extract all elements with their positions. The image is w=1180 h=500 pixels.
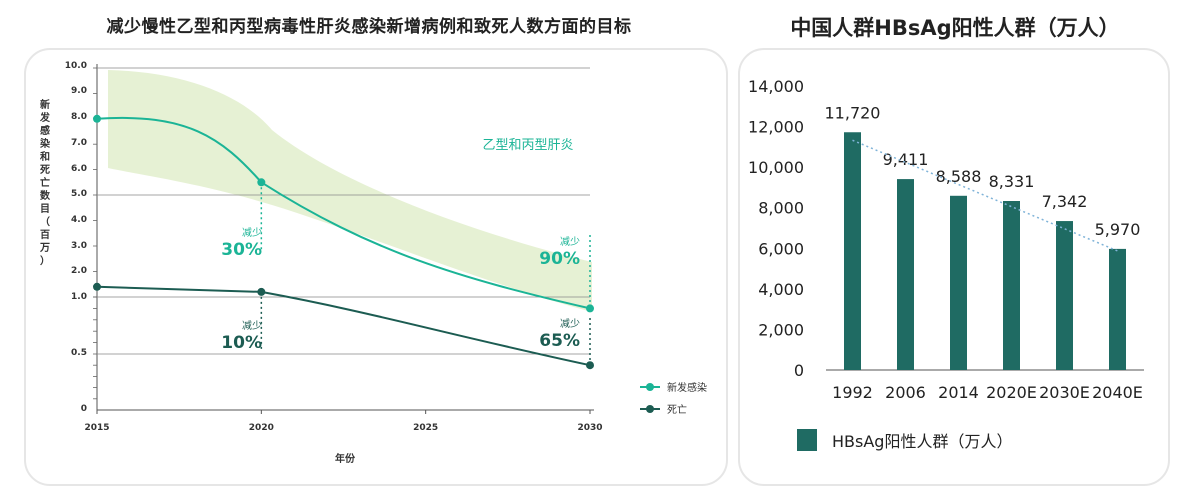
legend-marker xyxy=(646,383,654,391)
right-chart-title: 中国人群HBsAg阳性人群（万人） xyxy=(790,16,1120,40)
bar-value-label: 8,588 xyxy=(936,167,982,186)
legend-label: HBsAg阳性人群（万人） xyxy=(832,432,1012,451)
left-x-axis-label: 年份 xyxy=(335,452,356,465)
legend-label: 新发感染 xyxy=(667,381,707,394)
bar xyxy=(897,179,914,370)
left-y-tick-label: 4.0 xyxy=(71,215,87,225)
reduction-annotation-value: 90% xyxy=(539,249,580,269)
right-x-tick-label: 2030E xyxy=(1039,383,1090,402)
reduction-annotation-label: 减少 xyxy=(242,227,262,239)
left-y-tick-label: 5.0 xyxy=(71,189,87,199)
right-chart-panel xyxy=(738,48,1170,486)
bar-value-label: 7,342 xyxy=(1042,192,1088,211)
right-y-tick-label: 8,000 xyxy=(758,199,804,218)
legend-marker xyxy=(646,405,654,413)
band-label: 乙型和丙型肝炎 xyxy=(482,138,573,153)
right-x-tick-label: 2040E xyxy=(1092,383,1143,402)
bar xyxy=(1056,221,1073,370)
right-y-tick-label: 10,000 xyxy=(748,158,804,177)
left-x-tick-label: 2030 xyxy=(577,423,602,433)
left-y-axis-label: 新发感染和死亡数目（百万） xyxy=(39,98,51,267)
bar-value-label: 11,720 xyxy=(825,103,881,122)
legend-label: 死亡 xyxy=(667,403,687,416)
series-line-new-infections xyxy=(96,116,591,310)
bar xyxy=(1109,248,1126,370)
right-y-tick-label: 2,000 xyxy=(758,320,804,339)
right-y-tick-label: 14,000 xyxy=(748,77,804,96)
deaths-point xyxy=(93,282,101,291)
bar-value-label: 9,411 xyxy=(883,150,929,169)
bar-value-label: 5,970 xyxy=(1095,220,1141,239)
right-y-tick-label: 6,000 xyxy=(758,239,804,258)
reduction-annotation-value: 65% xyxy=(539,331,580,351)
left-y-tick-label: 2.0 xyxy=(71,266,87,276)
right-x-tick-label: 2006 xyxy=(885,383,926,402)
uncertainty-band xyxy=(108,70,592,312)
reduction-annotation-value: 30% xyxy=(221,240,262,260)
left-y-tick-label: 1.0 xyxy=(71,292,87,302)
deaths-point xyxy=(586,361,594,370)
right-y-tick-label: 0 xyxy=(794,361,804,380)
legend-color-swatch xyxy=(797,429,817,451)
left-y-tick-label: 0 xyxy=(81,404,87,414)
right-x-tick-label: 2020E xyxy=(986,383,1037,402)
left-x-tick-label: 2015 xyxy=(84,423,109,433)
reduction-annotation-value: 10% xyxy=(221,333,262,353)
left-chart-title: 减少慢性乙型和丙型病毒性肝炎感染新增病例和致死人数方面的目标 xyxy=(106,17,632,37)
bar-value-label: 8,331 xyxy=(989,172,1035,191)
right-x-tick-label: 1992 xyxy=(832,383,873,402)
new-infections-point xyxy=(93,114,101,123)
series-line-deaths xyxy=(96,285,591,367)
left-x-tick-label: 2020 xyxy=(249,423,274,433)
left-x-tick-label: 2025 xyxy=(413,423,438,433)
new-infections-point xyxy=(586,304,594,313)
right-x-tick-label: 2014 xyxy=(938,383,979,402)
reduction-annotation-label: 减少 xyxy=(560,318,580,330)
left-y-tick-label: 7.0 xyxy=(71,138,87,148)
left-y-tick-label: 9.0 xyxy=(71,86,87,96)
left-y-tick-label: 10.0 xyxy=(65,61,87,71)
right-y-tick-label: 12,000 xyxy=(748,118,804,137)
bar xyxy=(844,132,861,370)
left-y-tick-label: 0.5 xyxy=(71,348,87,358)
left-y-tick-label: 3.0 xyxy=(71,241,87,251)
right-y-tick-label: 4,000 xyxy=(758,280,804,299)
bar xyxy=(1003,200,1020,370)
bar xyxy=(950,195,967,370)
left-y-tick-label: 8.0 xyxy=(71,112,87,122)
left-y-tick-label: 6.0 xyxy=(71,164,87,174)
reduction-annotation-label: 减少 xyxy=(242,320,262,332)
reduction-annotation-label: 减少 xyxy=(560,236,580,248)
